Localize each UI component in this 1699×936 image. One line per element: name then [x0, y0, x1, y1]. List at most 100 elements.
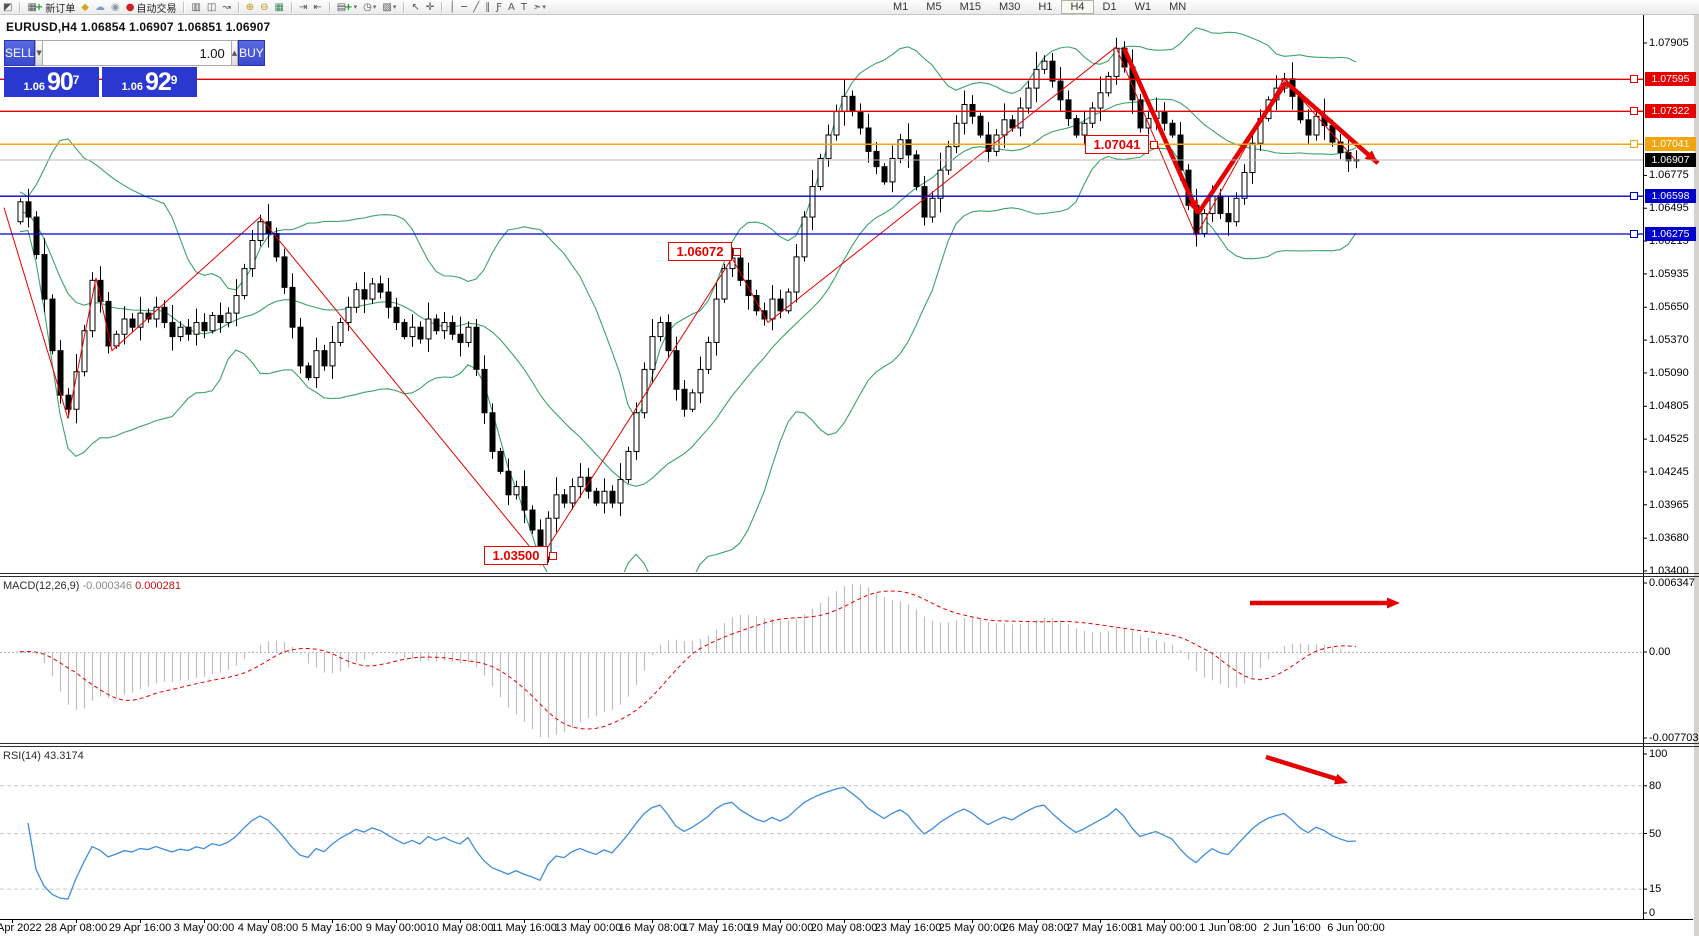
timeframe-button-h4[interactable]: H4 — [1061, 0, 1094, 14]
rsi-pane[interactable] — [0, 754, 1643, 900]
bearish-candle — [417, 326, 424, 340]
profile-icon[interactable]: ☁ — [95, 1, 105, 13]
macd-main-value: -0.000346 — [82, 580, 133, 592]
price-line-badge: 1.06907 — [1645, 152, 1696, 167]
tile-windows-icon[interactable]: ▦ — [274, 1, 284, 13]
bullish-candle — [721, 268, 728, 300]
toolbar-separator — [403, 1, 405, 13]
bearish-candle — [1065, 99, 1072, 120]
zoom-in-icon[interactable]: ⊕ — [245, 1, 255, 13]
macd-pane[interactable] — [0, 584, 1643, 738]
volume-decrease-button[interactable]: ▼ — [35, 40, 43, 66]
bullish-candle — [1209, 195, 1216, 215]
bid-price-display[interactable]: 1.06 90 7 — [4, 67, 99, 97]
zigzag-line[interactable] — [3, 46, 1357, 561]
dropdown-caret-icon[interactable]: ▾ — [372, 3, 377, 11]
timeframe-button-h1[interactable]: H1 — [1038, 1, 1053, 13]
rsi-trend-arrow[interactable] — [1265, 754, 1341, 783]
price-tick-label: 1.04805 — [1649, 400, 1689, 413]
bearish-candle — [33, 216, 40, 256]
timeframe-button-mn[interactable]: MN — [1169, 1, 1187, 13]
vertical-line-icon[interactable]: │ — [449, 1, 456, 13]
trend-arrow[interactable] — [1121, 47, 1201, 215]
bullish-candle — [961, 104, 968, 124]
timeframe-button-m1[interactable]: M1 — [893, 1, 909, 13]
bearish-candle — [913, 154, 920, 188]
date-label: 20 May 08:00 — [810, 922, 878, 934]
bearish-candle — [1225, 213, 1232, 223]
macd-pane-divider[interactable] — [0, 573, 1699, 574]
new-chart-button[interactable]: ▤ + ▾ — [336, 1, 358, 13]
crosshair-icon[interactable]: ✛ — [425, 1, 435, 13]
volume-input[interactable] — [42, 40, 231, 66]
bullish-candle — [553, 494, 560, 519]
new-order-button[interactable]: ▦ + 新订单 — [27, 1, 76, 15]
bullish-candle — [785, 291, 792, 312]
trend-arrow[interactable] — [1284, 80, 1380, 165]
text-label-icon[interactable]: T — [520, 1, 527, 13]
templates-icon[interactable]: ▧ ▾ — [382, 1, 397, 13]
bar-chart-icon[interactable]: ▥ — [191, 1, 201, 13]
callout-anchor-handle[interactable] — [1150, 141, 1158, 149]
bullish-candle — [337, 322, 344, 343]
price-tick-label: 1.03965 — [1649, 498, 1689, 511]
callout-anchor-handle[interactable] — [549, 552, 557, 560]
rsi-axis-label: 0 — [1649, 907, 1656, 919]
bullish-candle — [329, 341, 336, 367]
chart-shift-icon[interactable]: ⇤ — [313, 1, 322, 13]
arrowhead — [1387, 597, 1400, 609]
auto-scroll-icon[interactable]: ⇥ — [299, 1, 308, 13]
date-label: 31 May 00:00 — [1130, 922, 1198, 934]
line-anchor-handle[interactable] — [1630, 107, 1638, 116]
line-anchor-handle[interactable] — [1630, 230, 1638, 239]
rsi-pane-divider[interactable] — [0, 743, 1699, 744]
timeframe-button-m15[interactable]: M15 — [959, 1, 981, 13]
line-chart-icon[interactable]: ↝ — [222, 1, 231, 13]
bullish-candle — [209, 314, 216, 332]
bearish-candle — [585, 476, 592, 492]
ask-price-display[interactable]: 1.06 92 9 — [102, 67, 197, 97]
trendline-icon[interactable]: ╱ — [473, 1, 480, 13]
bullish-candle — [345, 306, 352, 324]
callout-anchor-handle[interactable] — [733, 248, 741, 256]
bullish-candle — [953, 122, 960, 148]
dropdown-caret-icon[interactable]: ▾ — [542, 3, 546, 11]
line-anchor-handle[interactable] — [1630, 192, 1638, 201]
chart-window-icon[interactable]: ◩ — [3, 1, 13, 13]
timeframe-button-w1[interactable]: W1 — [1134, 1, 1152, 13]
date-label: 2 Jun 16:00 — [1263, 922, 1321, 934]
volume-increase-button[interactable]: ▲ — [230, 40, 239, 66]
dropdown-caret-icon[interactable]: ▾ — [392, 3, 397, 11]
price-callout-1.07041[interactable]: 1.07041 — [1085, 135, 1149, 154]
timeframe-button-m5[interactable]: M5 — [926, 1, 942, 13]
candlestick-chart-icon[interactable]: ◫ — [206, 1, 217, 13]
trend-arrow[interactable] — [1196, 81, 1288, 215]
timeframe-button-d1[interactable]: D1 — [1102, 1, 1117, 13]
sell-button[interactable]: SELL — [4, 40, 36, 66]
horizontal-line-icon[interactable]: ─ — [461, 1, 468, 13]
signal-icon[interactable]: ◉ — [111, 1, 120, 13]
bullish-candle — [409, 326, 416, 338]
period-clock-icon[interactable]: ◷ ▾ — [363, 1, 377, 13]
timeframe-button-m30[interactable]: M30 — [998, 1, 1021, 13]
channel-icon[interactable]: ∥ — [485, 1, 491, 13]
price-callout-1.03500[interactable]: 1.03500 — [484, 546, 548, 565]
cursor-icon[interactable]: ↖ — [411, 1, 420, 13]
autotrading-button[interactable]: ● 自动交易 — [125, 1, 177, 15]
date-label: 25 May 00:00 — [938, 922, 1006, 934]
line-anchor-handle[interactable] — [1630, 75, 1638, 84]
main-price-pane[interactable] — [3, 27, 1380, 599]
bearish-candle — [201, 322, 208, 332]
bullish-candle — [257, 221, 264, 241]
text-icon[interactable]: A — [508, 1, 515, 13]
arrows-icon[interactable]: ➣ ▾ — [532, 1, 546, 13]
price-line-badge: 1.07041 — [1645, 137, 1696, 152]
fibonacci-icon[interactable]: Ƒ — [496, 1, 502, 13]
dropdown-caret-icon[interactable]: ▾ — [353, 3, 358, 11]
zoom-out-icon[interactable]: ⊖ — [260, 1, 269, 13]
price-callout-1.06072[interactable]: 1.06072 — [668, 242, 732, 261]
line-anchor-handle[interactable] — [1630, 140, 1638, 149]
history-center-icon[interactable]: ◆ — [81, 1, 89, 13]
buy-button[interactable]: BUY — [238, 40, 265, 66]
